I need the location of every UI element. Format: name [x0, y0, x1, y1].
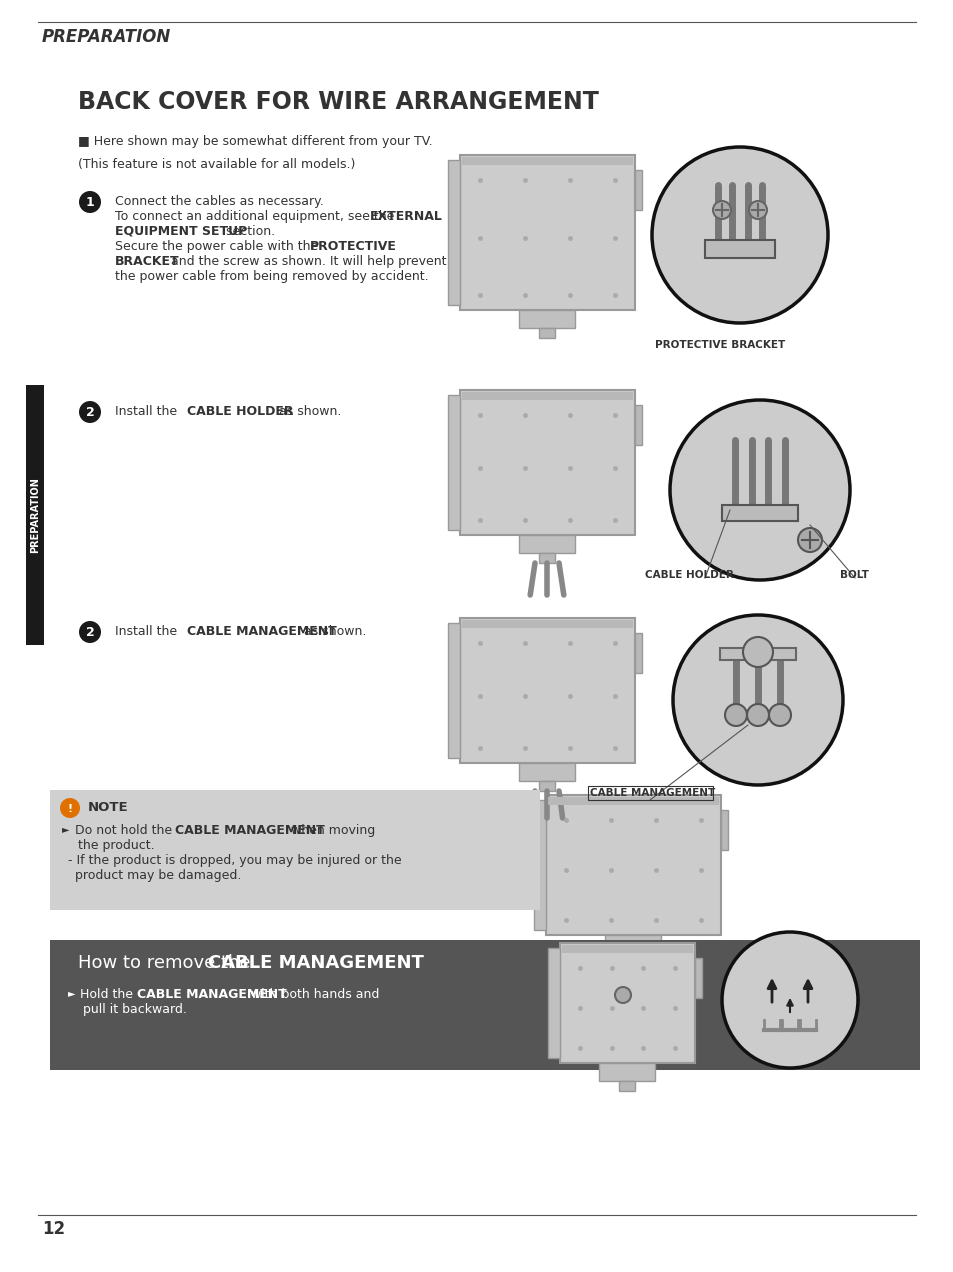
Text: 12: 12	[42, 1220, 65, 1238]
Bar	[720, 810, 727, 850]
Text: PROTECTIVE: PROTECTIVE	[310, 240, 396, 253]
Bar	[538, 781, 555, 791]
Text: CABLE MANAGEMENT: CABLE MANAGEMENT	[174, 824, 324, 837]
Bar	[518, 536, 575, 553]
Text: ■ Here shown may be somewhat different from your TV.: ■ Here shown may be somewhat different f…	[78, 135, 432, 148]
Circle shape	[742, 637, 772, 667]
Text: when moving: when moving	[287, 824, 375, 837]
Text: Hold the: Hold the	[80, 988, 137, 1001]
Text: Secure the power cable with the: Secure the power cable with the	[115, 240, 322, 253]
Circle shape	[60, 798, 80, 818]
Bar	[545, 795, 720, 935]
Text: CABLE MANAGEMENT: CABLE MANAGEMENT	[187, 625, 336, 639]
Text: EQUIPMENT SETUP: EQUIPMENT SETUP	[115, 225, 247, 238]
Bar	[50, 790, 539, 909]
Circle shape	[79, 191, 101, 212]
Text: Do not hold the: Do not hold the	[75, 824, 176, 837]
Bar	[695, 958, 701, 999]
Circle shape	[721, 932, 857, 1068]
Bar	[547, 948, 559, 1058]
Text: as shown.: as shown.	[274, 404, 341, 418]
Bar	[518, 763, 575, 781]
Text: Connect the cables as necessary.: Connect the cables as necessary.	[115, 195, 323, 209]
Text: PREPARATION: PREPARATION	[42, 28, 172, 46]
Bar	[604, 935, 660, 953]
Text: the power cable from being removed by accident.: the power cable from being removed by ac…	[115, 270, 428, 282]
Bar	[26, 385, 44, 645]
Circle shape	[768, 703, 790, 726]
Text: BRACKET: BRACKET	[115, 254, 179, 268]
Bar	[559, 943, 695, 1063]
Text: and the screw as shown. It will help prevent: and the screw as shown. It will help pre…	[167, 254, 446, 268]
Bar	[561, 945, 692, 953]
Circle shape	[746, 703, 768, 726]
Text: CABLE HOLDER: CABLE HOLDER	[187, 404, 294, 418]
Bar	[547, 798, 719, 805]
Bar	[461, 156, 633, 165]
Text: CABLE MANAGEMENT: CABLE MANAGEMENT	[208, 954, 423, 972]
Text: !: !	[68, 804, 72, 814]
Text: pull it backward.: pull it backward.	[83, 1004, 187, 1016]
Circle shape	[79, 401, 101, 424]
Bar	[459, 618, 635, 763]
Text: product may be damaged.: product may be damaged.	[75, 869, 241, 881]
Text: PREPARATION: PREPARATION	[30, 477, 40, 553]
Text: CABLE HOLDER: CABLE HOLDER	[644, 570, 733, 580]
Bar	[720, 647, 795, 660]
Text: the product.: the product.	[78, 840, 154, 852]
Circle shape	[651, 148, 827, 323]
Bar	[635, 404, 641, 445]
Text: - If the product is dropped, you may be injured or the: - If the product is dropped, you may be …	[68, 854, 401, 868]
Bar	[534, 800, 545, 930]
Text: 2: 2	[86, 407, 94, 420]
Text: CABLE MANAGEMENT: CABLE MANAGEMENT	[137, 988, 287, 1001]
Circle shape	[748, 201, 766, 219]
Text: 1: 1	[86, 196, 94, 210]
Bar	[518, 310, 575, 328]
Bar	[704, 240, 774, 258]
Bar	[459, 391, 635, 536]
Bar	[461, 392, 633, 399]
Text: section.: section.	[222, 225, 274, 238]
Text: NOTE: NOTE	[88, 801, 129, 814]
Bar	[448, 396, 459, 530]
Text: BACK COVER FOR WIRE ARRANGEMENT: BACK COVER FOR WIRE ARRANGEMENT	[78, 90, 598, 114]
Circle shape	[712, 201, 730, 219]
Bar	[448, 623, 459, 758]
Bar	[635, 633, 641, 673]
Bar	[50, 940, 919, 1070]
Bar	[538, 328, 555, 338]
Text: ►: ►	[62, 824, 70, 834]
Text: EXTERNAL: EXTERNAL	[370, 210, 442, 223]
Bar	[538, 553, 555, 563]
Text: ►: ►	[68, 988, 75, 999]
Circle shape	[615, 987, 630, 1004]
Text: PROTECTIVE BRACKET: PROTECTIVE BRACKET	[655, 340, 784, 350]
Circle shape	[797, 528, 821, 552]
Text: BOLT: BOLT	[840, 570, 868, 580]
Text: To connect an additional equipment, see the: To connect an additional equipment, see …	[115, 210, 398, 223]
Text: as shown.: as shown.	[299, 625, 366, 639]
Text: 2: 2	[86, 627, 94, 640]
Circle shape	[724, 703, 746, 726]
Circle shape	[669, 399, 849, 580]
Bar	[721, 505, 797, 522]
Bar	[635, 170, 641, 210]
Bar	[448, 160, 459, 305]
Circle shape	[672, 614, 842, 785]
Text: (This feature is not available for all models.): (This feature is not available for all m…	[78, 158, 355, 170]
Text: CABLE MANAGEMENT: CABLE MANAGEMENT	[589, 787, 715, 798]
Bar	[624, 953, 640, 963]
Bar	[598, 1063, 655, 1081]
Bar	[618, 1081, 635, 1091]
Text: Install the: Install the	[115, 625, 181, 639]
Circle shape	[79, 621, 101, 644]
Text: with both hands and: with both hands and	[247, 988, 379, 1001]
Text: Install the: Install the	[115, 404, 181, 418]
Bar	[461, 619, 633, 628]
Bar	[459, 155, 635, 310]
Text: How to remove the: How to remove the	[78, 954, 256, 972]
